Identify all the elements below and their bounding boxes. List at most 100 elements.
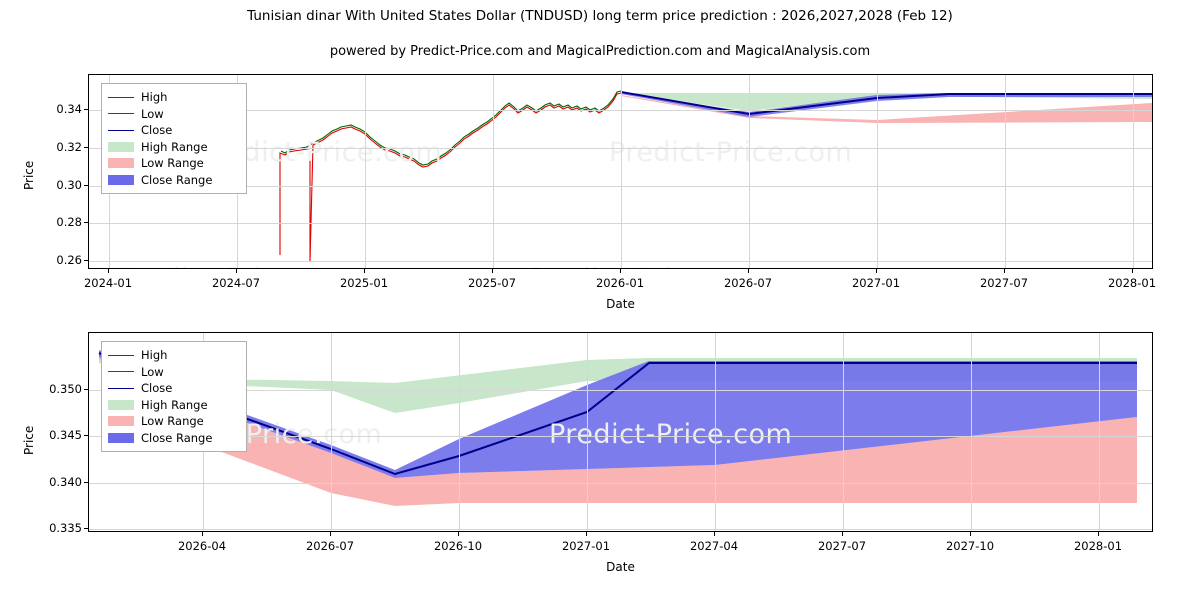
legend-swatch-high-range-icon — [108, 141, 134, 152]
bottom-chart-svg — [98, 350, 1137, 506]
gridline-h — [89, 390, 1152, 391]
x-tickmark — [586, 532, 587, 536]
legend-swatch-low-icon — [108, 113, 134, 115]
legend-item-close-range: Close Range — [108, 430, 239, 447]
x-tickmark — [714, 532, 715, 536]
gridline-h — [89, 148, 1152, 149]
x-tick-label: 2027-04 — [689, 539, 739, 553]
bottom-chart-panel: Predict-Price.com Predict-Price.com — [88, 332, 1153, 532]
x-tick-label: 2025-01 — [339, 276, 389, 290]
x-tick-label: 2026-01 — [595, 276, 645, 290]
legend-label: Low Range — [141, 156, 204, 171]
legend-swatch-low-range-icon — [108, 416, 134, 427]
y-tickmark — [84, 260, 88, 261]
y-tick-label: 0.335 — [49, 521, 82, 535]
legend-swatch-close-range-icon — [108, 174, 134, 185]
gridline-v — [715, 333, 716, 531]
legend-item-close: Close — [108, 122, 239, 139]
x-tick-label: 2027-01 — [561, 539, 611, 553]
y-tick-label: 0.345 — [49, 428, 82, 442]
x-tickmark — [620, 269, 621, 273]
x-tickmark — [458, 532, 459, 536]
x-tickmark — [876, 269, 877, 273]
x-tickmark — [748, 269, 749, 273]
legend-item-high: High — [108, 347, 239, 364]
legend-item-high-range: High Range — [108, 139, 239, 156]
top-y-axis-label: Price — [22, 160, 36, 190]
y-tickmark — [84, 528, 88, 529]
y-tick-label: 0.34 — [56, 102, 82, 116]
x-tick-label: 2027-07 — [817, 539, 867, 553]
gridline-v — [843, 333, 844, 531]
gridline-v — [331, 333, 332, 531]
y-tick-label: 0.340 — [49, 475, 82, 489]
gridline-h — [89, 110, 1152, 111]
gridline-v — [365, 75, 366, 268]
y-tick-label: 0.350 — [49, 382, 82, 396]
y-tickmark — [84, 185, 88, 186]
x-tickmark — [492, 269, 493, 273]
x-tick-label: 2025-07 — [467, 276, 517, 290]
gridline-v — [877, 75, 878, 268]
legend-swatch-low-icon — [108, 371, 134, 373]
top-chart-panel: Predict-Price.com Predict-Price.com Pred… — [88, 74, 1153, 269]
gridline-v — [749, 75, 750, 268]
x-tick-label: 2026-10 — [433, 539, 483, 553]
top-chart-legend: High Low Close High Range Low Range — [101, 83, 247, 194]
legend-label: Close — [141, 381, 173, 396]
series-low — [279, 92, 622, 262]
legend-label: Close Range — [141, 430, 213, 445]
legend-label: Close — [141, 123, 173, 138]
x-tick-label: 2026-04 — [177, 539, 227, 553]
x-tickmark — [236, 269, 237, 273]
bottom-chart-legend: High Low Close High Range Low Range — [101, 341, 247, 452]
legend-item-low: Low — [108, 106, 239, 123]
y-tick-label: 0.30 — [56, 178, 82, 192]
bottom-x-axis-label: Date — [606, 560, 635, 574]
legend-item-high: High — [108, 89, 239, 106]
band-low-range — [99, 353, 1137, 506]
top-x-axis-label: Date — [606, 297, 635, 311]
page-subtitle: powered by Predict-Price.com and Magical… — [329, 44, 871, 59]
bottom-y-axis: 0.335 0.340 0.345 0.350 — [0, 332, 82, 535]
gridline-h — [89, 261, 1152, 262]
legend-item-low-range: Low Range — [108, 155, 239, 172]
legend-swatch-close-icon — [108, 387, 134, 389]
x-tick-label: 2026-07 — [305, 539, 355, 553]
top-y-axis: 0.26 0.28 0.30 0.32 0.34 — [0, 74, 82, 269]
legend-item-high-range: High Range — [108, 397, 239, 414]
legend-swatch-high-icon — [108, 96, 134, 98]
x-tickmark — [364, 269, 365, 273]
legend-label: High — [141, 90, 168, 105]
y-tickmark — [84, 222, 88, 223]
gridline-h — [89, 529, 1152, 530]
x-tickmark — [1098, 532, 1099, 536]
gridline-v — [1099, 333, 1100, 531]
legend-swatch-close-range-icon — [108, 432, 134, 443]
band-close-range — [99, 350, 1137, 478]
gridline-h — [89, 483, 1152, 484]
legend-label: Low Range — [141, 414, 204, 429]
legend-item-low: Low — [108, 364, 239, 381]
legend-swatch-close-icon — [108, 129, 134, 131]
y-tickmark — [84, 482, 88, 483]
gridline-v — [971, 333, 972, 531]
top-chart-svg — [279, 90, 1152, 262]
watermark-text: Predict-Price.com — [119, 263, 362, 268]
y-tickmark — [84, 435, 88, 436]
gridline-v — [493, 75, 494, 268]
legend-item-close: Close — [108, 380, 239, 397]
x-tick-label: 2024-07 — [211, 276, 261, 290]
x-tickmark — [1132, 269, 1133, 273]
x-tick-label: 2026-07 — [723, 276, 773, 290]
x-tickmark — [842, 532, 843, 536]
band-low-range — [621, 95, 1152, 123]
x-tick-label: 2028-01 — [1107, 276, 1157, 290]
top-plot-area: Predict-Price.com Predict-Price.com Pred… — [89, 75, 1152, 268]
x-tick-label: 2027-10 — [945, 539, 995, 553]
gridline-h — [89, 186, 1152, 187]
gridline-v — [1005, 75, 1006, 268]
legend-label: Low — [141, 106, 164, 121]
legend-item-low-range: Low Range — [108, 413, 239, 430]
